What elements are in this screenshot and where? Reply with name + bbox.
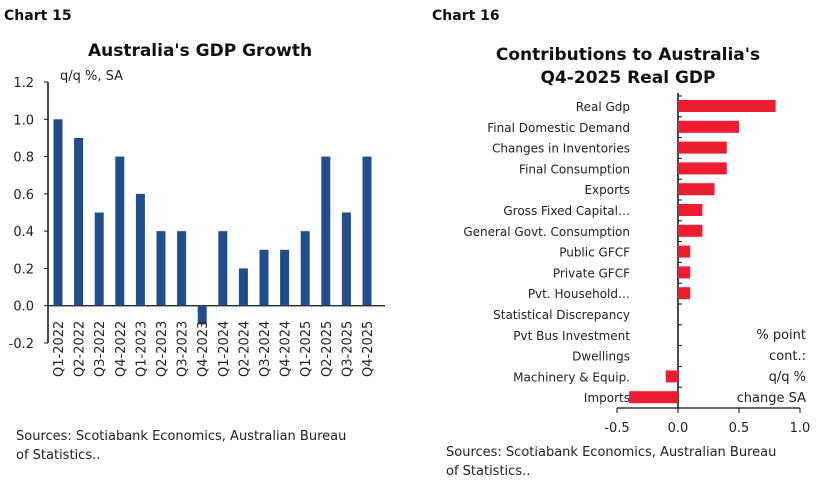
bar-Q2-2022 bbox=[74, 137, 84, 306]
source-note: Sources: Scotiabank Economics, Australia… bbox=[16, 429, 346, 444]
bar-Q3-2022 bbox=[94, 212, 104, 306]
x-tick-label: Q1-2023 bbox=[134, 321, 149, 377]
x-tick-label: Q1-2024 bbox=[217, 321, 232, 377]
bar-Q2-2023 bbox=[156, 231, 166, 306]
x-tick-label: 0.0 bbox=[668, 421, 689, 436]
bar-Q1-2024 bbox=[218, 231, 228, 306]
bar-Q4-2023 bbox=[197, 305, 207, 325]
category-label: Final Domestic Demand bbox=[487, 121, 630, 135]
category-label: Final Consumption bbox=[519, 162, 630, 176]
x-tick-label: Q3-2024 bbox=[258, 321, 273, 377]
y-tick-label: 1.0 bbox=[13, 113, 34, 128]
bar-Q1-2023 bbox=[135, 193, 145, 306]
chart-header: Chart 16 bbox=[432, 8, 500, 24]
bar-Private GFCF bbox=[678, 266, 691, 279]
x-tick-label: Q4-2023 bbox=[196, 321, 211, 377]
bar-Machinery & Equip. bbox=[665, 370, 678, 383]
bar-Q4-2022 bbox=[115, 156, 125, 306]
category-label: Imports bbox=[584, 391, 630, 405]
x-tick-label: Q4-2024 bbox=[279, 321, 294, 377]
category-label: Gross Fixed Capital… bbox=[503, 204, 630, 218]
chart-title: Contributions to Australia's bbox=[496, 45, 760, 65]
bar-Exports bbox=[678, 183, 715, 196]
source-note: of Statistics.. bbox=[446, 464, 530, 479]
x-tick-label: Q3-2023 bbox=[176, 321, 191, 377]
x-tick-label: Q2-2023 bbox=[155, 321, 170, 377]
y-tick-label: 0.0 bbox=[13, 300, 34, 315]
bar-Public GFCF bbox=[678, 245, 691, 258]
bar-Imports bbox=[629, 391, 678, 404]
bar-Q3-2025 bbox=[341, 212, 351, 306]
bar-Gross Fixed Capital… bbox=[678, 204, 703, 216]
chart-header: Chart 15 bbox=[4, 8, 72, 24]
category-label: Machinery & Equip. bbox=[513, 370, 630, 384]
x-tick-label: Q1-2022 bbox=[52, 321, 67, 377]
source-note: Sources: Scotiabank Economics, Australia… bbox=[446, 445, 776, 460]
category-label: Pvt Bus Investment bbox=[513, 329, 630, 343]
bar-Final Domestic Demand bbox=[678, 120, 739, 133]
unit-label: cont.: bbox=[769, 349, 806, 364]
bar-Q1-2022 bbox=[53, 119, 63, 306]
category-label: Private GFCF bbox=[553, 266, 630, 280]
bar-Pvt. Household… bbox=[678, 287, 691, 300]
unit-label: change SA bbox=[737, 391, 806, 406]
unit-label: % point bbox=[756, 328, 806, 343]
unit-label: q/q % bbox=[769, 370, 806, 385]
bar-Real Gdp bbox=[678, 100, 776, 112]
bar-Changes in Inventories bbox=[678, 141, 727, 154]
chart-title: Australia's GDP Growth bbox=[88, 41, 312, 61]
category-label: Public GFCF bbox=[559, 246, 630, 260]
category-label: General Govt. Consumption bbox=[463, 225, 630, 239]
y-tick-label: -0.2 bbox=[9, 337, 34, 352]
x-tick-label: Q4-2025 bbox=[361, 321, 376, 377]
category-label: Changes in Inventories bbox=[492, 142, 630, 156]
bar-Q3-2023 bbox=[177, 231, 187, 306]
chart-title: Q4-2025 Real GDP bbox=[541, 68, 716, 88]
y-tick-label: 0.4 bbox=[13, 225, 34, 240]
x-tick-label: 0.5 bbox=[729, 421, 750, 436]
category-label: Dwellings bbox=[572, 350, 630, 364]
bar-Q1-2025 bbox=[300, 231, 310, 306]
unit-label: q/q %, SA bbox=[60, 69, 123, 84]
x-tick-label: Q3-2025 bbox=[340, 321, 355, 377]
category-label: Pvt. Household… bbox=[528, 287, 630, 301]
y-tick-label: 0.6 bbox=[13, 188, 34, 203]
bar-Q3-2024 bbox=[259, 249, 269, 306]
bar-Final Consumption bbox=[678, 162, 727, 175]
x-tick-label: Q1-2025 bbox=[299, 321, 314, 377]
x-tick-label: -0.5 bbox=[604, 421, 629, 436]
bar-Q4-2024 bbox=[280, 249, 290, 306]
source-note: of Statistics.. bbox=[16, 448, 100, 463]
x-tick-label: Q3-2022 bbox=[93, 321, 108, 377]
x-tick-label: Q2-2024 bbox=[237, 321, 252, 377]
y-tick-label: 0.2 bbox=[13, 262, 34, 277]
category-label: Real Gdp bbox=[576, 100, 630, 114]
bar-General Govt. Consumption bbox=[678, 224, 703, 237]
category-label: Statistical Discrepancy bbox=[493, 308, 630, 322]
category-label: Exports bbox=[584, 183, 630, 197]
bar-Q4-2025 bbox=[362, 156, 372, 306]
x-tick-label: Q4-2022 bbox=[114, 321, 129, 377]
x-tick-label: Q2-2025 bbox=[320, 321, 335, 377]
y-tick-label: 1.2 bbox=[13, 76, 34, 91]
x-tick-label: 1.0 bbox=[790, 421, 811, 436]
bar-Q2-2025 bbox=[321, 156, 331, 306]
bar-Q2-2024 bbox=[238, 268, 248, 306]
x-tick-label: Q2-2022 bbox=[73, 321, 88, 377]
y-tick-label: 0.8 bbox=[13, 151, 34, 166]
